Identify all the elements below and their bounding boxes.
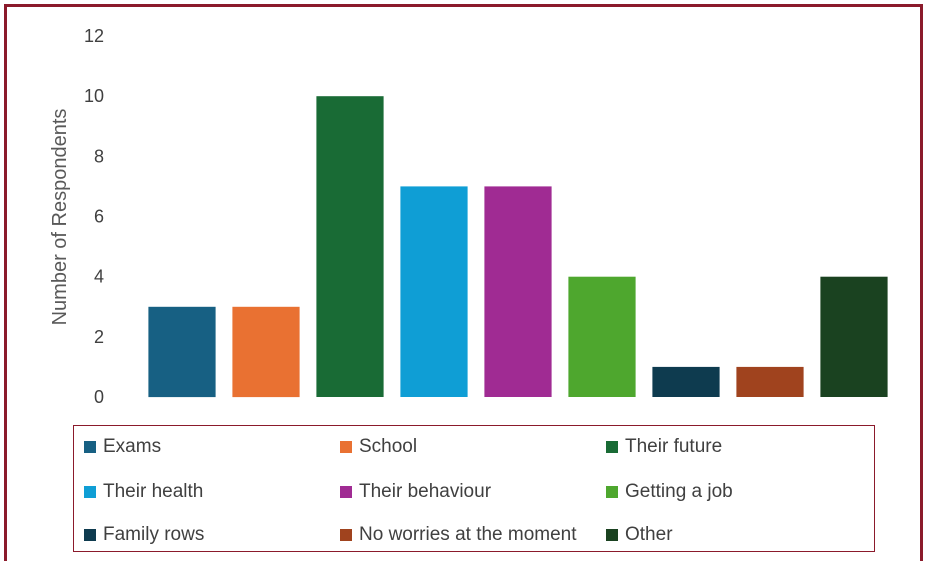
y-axis-ticks: 0 2 4 6 8 10 12 (84, 26, 104, 407)
bars (148, 96, 888, 398)
legend-item: School (340, 436, 417, 458)
y-axis-label: Number of Respondents (49, 109, 71, 326)
legend-swatch (84, 529, 96, 541)
legend-swatch (340, 529, 352, 541)
legend-swatch (340, 486, 352, 498)
legend-swatch (606, 486, 618, 498)
legend-swatch (606, 441, 618, 453)
bar-their-behaviour (484, 186, 552, 397)
bar-no-worries-at-the-moment (736, 366, 804, 397)
legend-swatch (84, 486, 96, 498)
legend-label: Their health (103, 481, 204, 502)
legend-item: Exams (84, 436, 161, 458)
legend-label: No worries at the moment (359, 524, 577, 545)
legend-item: Their behaviour (340, 481, 491, 503)
y-tick-label: 12 (84, 26, 104, 46)
y-tick-label: 0 (94, 387, 104, 407)
legend-item: No worries at the moment (340, 524, 577, 546)
legend-label: School (359, 436, 418, 457)
bar-getting-a-job (568, 276, 636, 397)
y-tick-label: 6 (94, 207, 104, 227)
legend-item: Their health (84, 481, 203, 503)
bar-school (232, 306, 300, 398)
legend: Exams School Their future Their health Their… (73, 425, 875, 552)
legend-label: Their future (625, 436, 723, 457)
y-tick-label: 10 (84, 86, 104, 106)
y-tick-label: 2 (94, 327, 104, 347)
legend-swatch (606, 529, 618, 541)
bar-exams (148, 306, 216, 398)
bar-chart: 0 2 4 6 8 10 12 Number of Respondents (49, 26, 888, 407)
legend-item: Getting a job (606, 481, 733, 503)
legend-label: Family rows (103, 524, 205, 545)
chart-frame (4, 4, 923, 561)
legend-label: Other (625, 524, 673, 545)
bar-other (820, 276, 888, 397)
legend-item: Other (606, 524, 673, 546)
legend-label: Exams (103, 436, 162, 457)
legend-label: Their behaviour (359, 481, 492, 502)
legend-swatch (84, 441, 96, 453)
y-tick-label: 4 (94, 267, 104, 287)
y-tick-label: 8 (94, 146, 104, 166)
bar-family-rows (652, 366, 720, 397)
legend-item: Their future (606, 436, 722, 458)
legend-swatch (340, 441, 352, 453)
legend-item: Family rows (84, 524, 204, 546)
bar-their-health (400, 186, 468, 397)
legend-label: Getting a job (625, 481, 733, 502)
bar-their-future (316, 96, 384, 397)
